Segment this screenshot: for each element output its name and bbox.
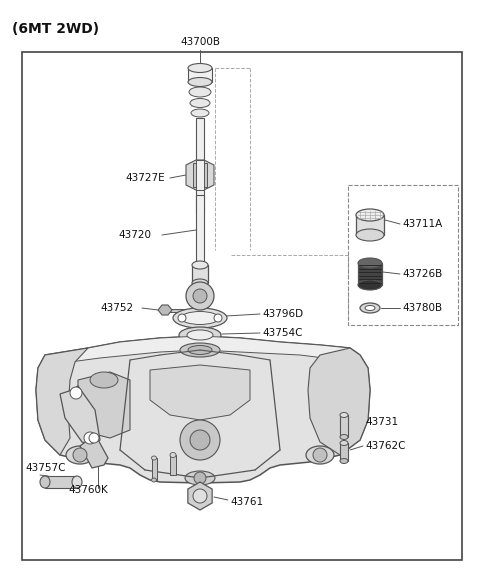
Ellipse shape <box>40 476 50 488</box>
Ellipse shape <box>180 343 220 357</box>
Circle shape <box>180 420 220 460</box>
Ellipse shape <box>187 330 213 340</box>
Circle shape <box>89 433 99 443</box>
Polygon shape <box>308 348 370 455</box>
Ellipse shape <box>188 346 212 354</box>
Text: 43761: 43761 <box>230 497 263 507</box>
Text: (6MT 2WD): (6MT 2WD) <box>12 22 99 36</box>
Ellipse shape <box>185 471 215 485</box>
Bar <box>193 163 207 187</box>
Text: 43757C: 43757C <box>25 463 65 473</box>
Bar <box>188 68 212 82</box>
Text: 43720: 43720 <box>118 230 151 240</box>
Text: 43727E: 43727E <box>125 173 165 183</box>
Bar <box>190 88 210 96</box>
Ellipse shape <box>340 458 348 464</box>
Circle shape <box>190 430 210 450</box>
Circle shape <box>73 448 87 462</box>
Ellipse shape <box>152 456 156 460</box>
Bar <box>192 265 208 283</box>
Bar <box>22 52 462 560</box>
Ellipse shape <box>152 478 156 482</box>
Ellipse shape <box>358 280 382 290</box>
Ellipse shape <box>170 453 176 457</box>
Text: 43754C: 43754C <box>262 328 302 338</box>
Text: 43780B: 43780B <box>402 303 442 313</box>
Ellipse shape <box>190 98 210 108</box>
Text: 43796D: 43796D <box>262 309 303 319</box>
Bar <box>152 458 157 480</box>
Bar <box>168 309 186 312</box>
Ellipse shape <box>365 305 375 310</box>
Polygon shape <box>80 436 108 468</box>
Ellipse shape <box>66 446 94 464</box>
Polygon shape <box>158 305 172 315</box>
Bar <box>45 476 77 488</box>
Bar <box>170 455 176 475</box>
Ellipse shape <box>360 303 380 313</box>
Bar <box>358 263 382 285</box>
Ellipse shape <box>358 258 382 268</box>
Ellipse shape <box>90 372 118 388</box>
Ellipse shape <box>192 279 208 287</box>
Bar <box>196 195 204 275</box>
Ellipse shape <box>72 476 82 488</box>
Polygon shape <box>186 160 214 190</box>
Polygon shape <box>78 372 130 438</box>
Circle shape <box>193 289 207 303</box>
Circle shape <box>214 314 222 322</box>
Text: 43726B: 43726B <box>402 269 442 279</box>
Ellipse shape <box>306 446 334 464</box>
Circle shape <box>313 448 327 462</box>
Bar <box>356 215 384 235</box>
Bar <box>196 118 204 213</box>
Ellipse shape <box>356 209 384 221</box>
Ellipse shape <box>191 109 209 117</box>
Ellipse shape <box>356 229 384 241</box>
Circle shape <box>186 282 214 310</box>
Ellipse shape <box>181 312 219 324</box>
Ellipse shape <box>192 261 208 269</box>
Text: 43711A: 43711A <box>402 219 442 229</box>
Ellipse shape <box>188 63 212 73</box>
Polygon shape <box>36 348 88 455</box>
Ellipse shape <box>340 434 348 439</box>
Text: 43760K: 43760K <box>68 485 108 495</box>
Circle shape <box>193 489 207 503</box>
Text: 43731: 43731 <box>365 417 398 427</box>
Text: 43752: 43752 <box>100 303 133 313</box>
Text: 43700B: 43700B <box>180 37 220 47</box>
Ellipse shape <box>173 308 227 328</box>
Ellipse shape <box>189 87 211 97</box>
Polygon shape <box>36 336 370 483</box>
Bar <box>340 415 348 437</box>
Bar <box>340 443 348 461</box>
Polygon shape <box>150 365 250 420</box>
Ellipse shape <box>188 78 212 86</box>
Text: 43762C: 43762C <box>365 441 406 451</box>
Circle shape <box>194 472 206 484</box>
Polygon shape <box>60 386 100 445</box>
Bar <box>191 99 209 107</box>
Circle shape <box>84 432 96 444</box>
Bar <box>196 160 204 190</box>
Polygon shape <box>70 336 350 362</box>
Circle shape <box>70 387 82 399</box>
Circle shape <box>178 314 186 322</box>
Ellipse shape <box>340 441 348 445</box>
Ellipse shape <box>340 412 348 418</box>
Ellipse shape <box>179 327 221 343</box>
Polygon shape <box>188 482 212 510</box>
